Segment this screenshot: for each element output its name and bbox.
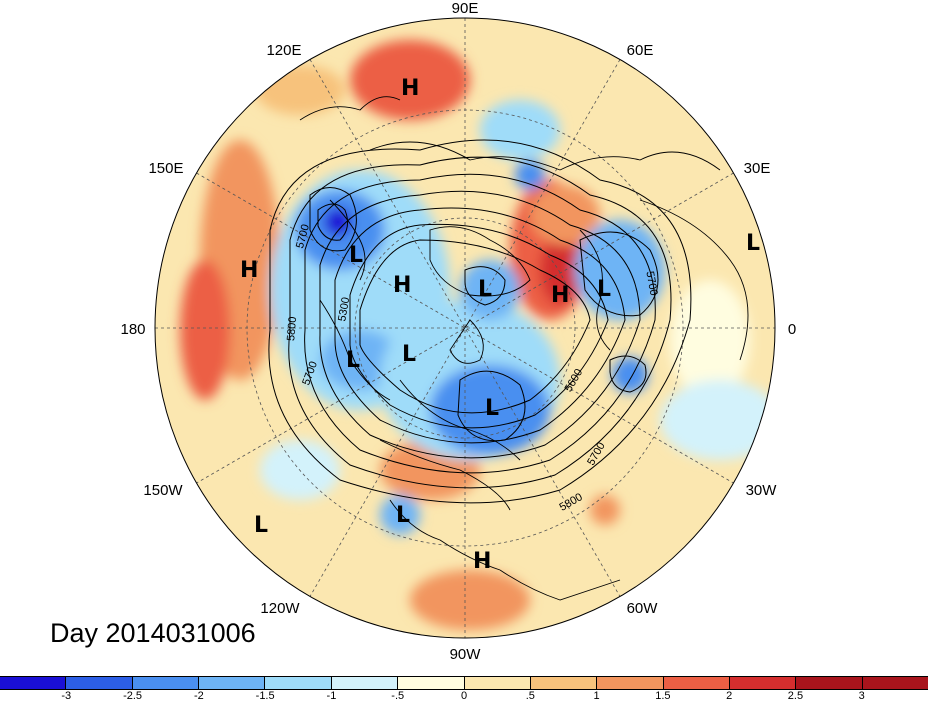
colorbar-segment: [729, 677, 797, 689]
lon-label-60w: 60W: [627, 600, 659, 617]
low-center: L: [478, 277, 492, 302]
coastlines: [299, 96, 749, 601]
map-boundary: [154, 17, 776, 639]
low-center: L: [396, 503, 410, 528]
lon-label-150e: 150E: [148, 160, 183, 177]
colorbar-segment: [66, 677, 133, 689]
height-contours: [268, 139, 692, 504]
colorbar-tick-label: 3: [858, 690, 865, 702]
colorbar-segment: [0, 677, 67, 689]
lon-label-0: 0: [788, 321, 796, 338]
colorbar-segment: [331, 677, 399, 689]
low-center: L: [254, 513, 268, 538]
low-center: L: [485, 396, 499, 421]
colorbar-segment: [597, 677, 664, 689]
date-label: Day 2014031006: [50, 618, 256, 648]
colorbar-tick-label: -.5: [391, 690, 405, 702]
colorbar-tick-label: -2.5: [123, 690, 143, 702]
colorbar-tick-label: -3: [61, 690, 72, 702]
colorbar-segment: [464, 677, 531, 689]
low-center: L: [746, 231, 760, 256]
high-center: H: [473, 549, 491, 574]
colorbar-tick-label: -2: [193, 690, 204, 702]
contour-label: 5300: [336, 296, 352, 322]
lon-label-180: 180: [120, 321, 145, 338]
colorbar-tick-label: .5: [525, 690, 535, 702]
low-center: L: [346, 348, 360, 373]
lon-label-120e: 120E: [266, 42, 301, 59]
colorbar-segment: [398, 677, 465, 689]
colorbar-tick-label: -1.5: [255, 690, 275, 702]
colorbar-tick-label: -1: [326, 690, 337, 702]
contour-label: 5800: [285, 316, 299, 341]
high-center: H: [393, 273, 411, 298]
anomaly-shading: [155, 18, 775, 638]
high-center: H: [240, 258, 258, 283]
low-center: L: [349, 243, 363, 268]
low-center: L: [402, 342, 416, 367]
lon-label-120w: 120W: [260, 600, 300, 617]
lon-label-60e: 60E: [627, 42, 654, 59]
colorbar: [0, 676, 928, 690]
lon-label-150w: 150W: [143, 482, 183, 499]
colorbar-tick-label: 2: [726, 690, 733, 702]
colorbar-segment: [265, 677, 332, 689]
colorbar-segment: [530, 677, 598, 689]
colorbar-segment: [199, 677, 266, 689]
high-center: H: [551, 283, 569, 308]
lon-label-30e: 30E: [744, 160, 771, 177]
pressure-centers: H L H H L H L L L L L L L H: [240, 76, 760, 574]
lon-label-30w: 30W: [746, 482, 778, 499]
colorbar-segment: [796, 677, 863, 689]
low-center: L: [597, 277, 611, 302]
colorbar-tick-labels: -3 -2.5 -2 -1.5 -1 -.5 0 .5 1 1.5 2 2.5 3: [0, 690, 928, 702]
contour-label: 5700: [643, 270, 659, 296]
high-center: H: [401, 76, 419, 101]
colorbar-segment: [132, 677, 200, 689]
colorbar-tick-label: 1: [593, 690, 600, 702]
colorbar-segment: [663, 677, 730, 689]
colorbar-tick-label: 0: [460, 690, 468, 702]
colorbar-tick-label: 2.5: [787, 690, 804, 702]
colorbar-tick-label: 1.5: [655, 690, 671, 702]
polar-map: 5700 5300 5800 5700 5700 5600 5700 5800 …: [120, 0, 796, 663]
lon-label-90e: 90E: [452, 0, 479, 17]
lon-label-90w: 90W: [450, 646, 482, 663]
colorbar-segment: [862, 677, 928, 689]
longitude-labels: 90E 60E 30E 0 30W 60W 90W 120W 150W 180 …: [120, 0, 796, 663]
graticule: [155, 18, 775, 638]
